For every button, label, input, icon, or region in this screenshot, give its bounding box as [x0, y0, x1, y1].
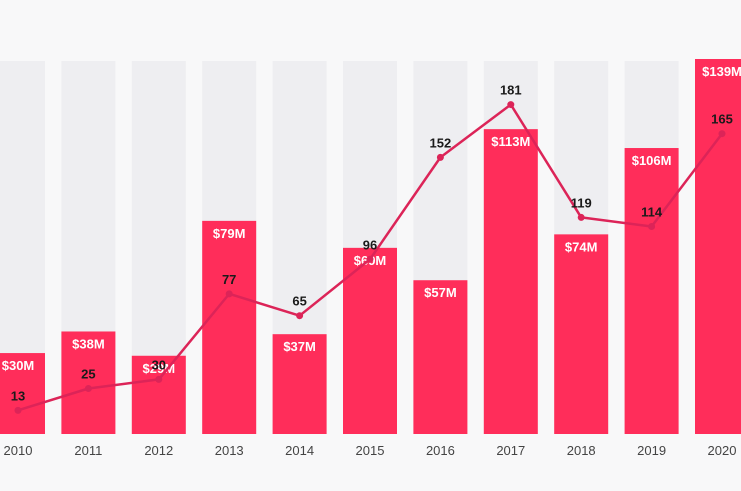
bar-label-2017: $113M: [491, 134, 530, 149]
bar-label-2010: $30M: [2, 358, 35, 373]
bar-2011: [61, 331, 116, 434]
bar-2017: [483, 129, 538, 434]
x-tick-label-2018: 2018: [567, 443, 596, 458]
x-tick-label-2012: 2012: [144, 443, 173, 458]
line-label-layer: 13 25 30 77 65 96 152 181 119 114 165: [11, 83, 733, 404]
x-tick-label-2017: 2017: [496, 443, 525, 458]
line-label-2013: 77: [222, 272, 236, 287]
line-label-2011: 25: [81, 367, 95, 382]
bar-label-2019: $106M: [632, 153, 672, 168]
x-axis: 2010 2011 2012 2013 2014 2015 2016 2017 2018 2019…: [4, 443, 737, 458]
line-point-2018: [577, 213, 585, 221]
line-label-2020: 165: [711, 112, 733, 127]
line-label-2015: 96: [363, 237, 377, 252]
bar-2014: [272, 334, 327, 434]
bar-label-2011: $38M: [72, 336, 105, 351]
line-point-2015: [366, 255, 374, 263]
line-point-2013: [225, 290, 233, 298]
x-tick-label-2013: 2013: [215, 443, 244, 458]
line-point-2012: [155, 375, 163, 383]
line-label-2019: 114: [641, 205, 663, 220]
line-point-2019: [648, 223, 656, 231]
bar-2019: [624, 148, 679, 434]
line-point-2010: [14, 406, 22, 414]
bar-2010: [0, 353, 45, 434]
bar-2012: [131, 355, 186, 434]
bar-label-2014: $37M: [283, 339, 316, 354]
line-label-2012: 30: [152, 357, 166, 372]
x-tick-label-2019: 2019: [637, 443, 666, 458]
x-tick-label-2015: 2015: [356, 443, 385, 458]
line-point-2016: [436, 153, 444, 161]
bar-label-2020: $139M: [702, 64, 741, 79]
line-point-layer: [14, 101, 726, 414]
line-label-2014: 65: [292, 294, 306, 309]
bar-2018: [554, 234, 609, 434]
bar-label-2013: $79M: [213, 226, 246, 241]
line-label-2017: 181: [500, 83, 522, 98]
line-label-2010: 13: [11, 388, 25, 403]
bar-series-layer: [0, 59, 741, 434]
x-tick-label-2020: 2020: [708, 443, 737, 458]
bar-label-2012: $29M: [143, 361, 176, 376]
line-point-2017: [507, 101, 515, 109]
bar-2013: [202, 220, 257, 434]
line-label-2016: 152: [430, 135, 452, 150]
line-point-2020: [718, 130, 726, 138]
x-tick-label-2010: 2010: [4, 443, 33, 458]
line-point-2011: [84, 385, 92, 392]
bar-label-2018: $74M: [565, 239, 598, 254]
x-tick-label-2016: 2016: [426, 443, 455, 458]
line-label-2018: 119: [571, 195, 592, 210]
line-point-2014: [296, 312, 304, 320]
x-tick-label-2014: 2014: [285, 443, 314, 458]
bar-label-2016: $57M: [424, 285, 457, 300]
bar-2016: [413, 280, 468, 434]
bar-2020: [695, 59, 741, 434]
x-tick-label-2011: 2011: [74, 443, 102, 458]
bar-2015: [343, 247, 397, 434]
